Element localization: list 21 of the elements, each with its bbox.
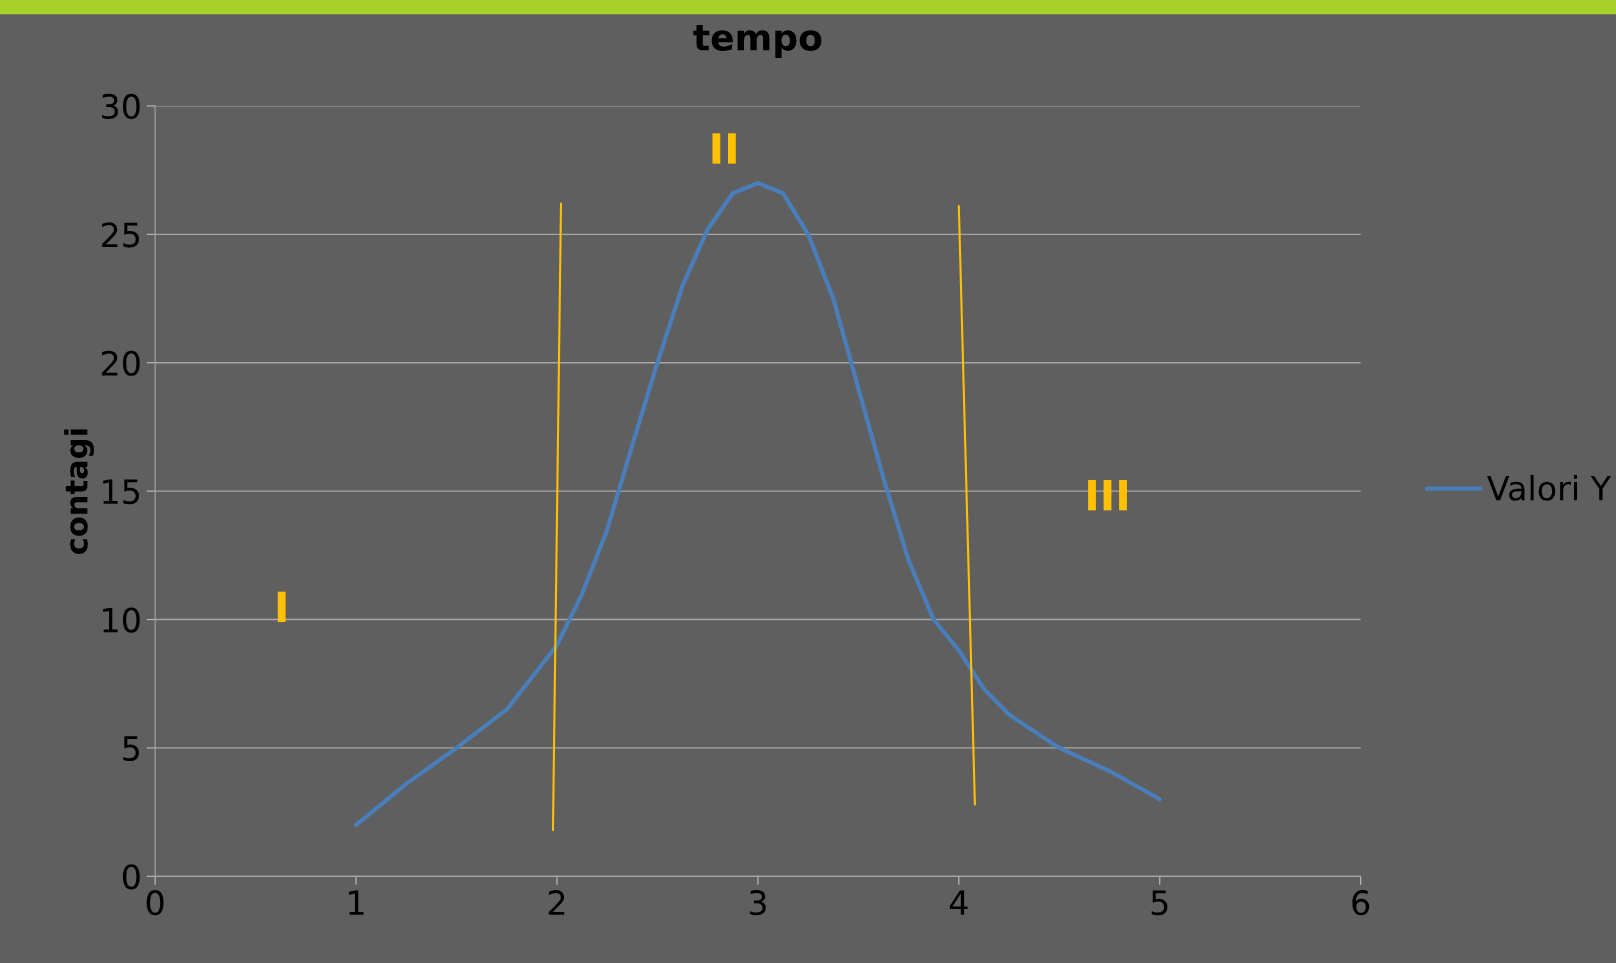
x-tick-label: 5: [1151, 890, 1168, 916]
x-tick-label: 1: [349, 890, 364, 915]
line-series: [353, 180, 1162, 828]
y-tick-label: 15: [103, 479, 140, 505]
annotation: I: [277, 591, 286, 623]
y-tick-label: 10: [103, 607, 140, 633]
x-tick-label: 0: [146, 890, 164, 916]
x-tick-label: 2: [548, 890, 565, 915]
chart-title: tempo: [693, 25, 822, 58]
legend-label: Valori Y: [1487, 475, 1612, 501]
annotation: III: [1088, 479, 1127, 511]
x-tick-label: 3: [749, 890, 766, 916]
y-tick-label: 30: [102, 93, 140, 120]
y-tick-label: 0: [122, 864, 140, 890]
y-tick-label: 20: [101, 350, 140, 376]
x-tick-label: 4: [949, 890, 968, 915]
annotation: II: [712, 133, 736, 164]
x-tick-label: 6: [1352, 890, 1370, 916]
y-axis-title: contagi: [64, 429, 94, 555]
y-tick-label: 25: [101, 222, 140, 248]
y-tick-label: 5: [123, 736, 140, 762]
